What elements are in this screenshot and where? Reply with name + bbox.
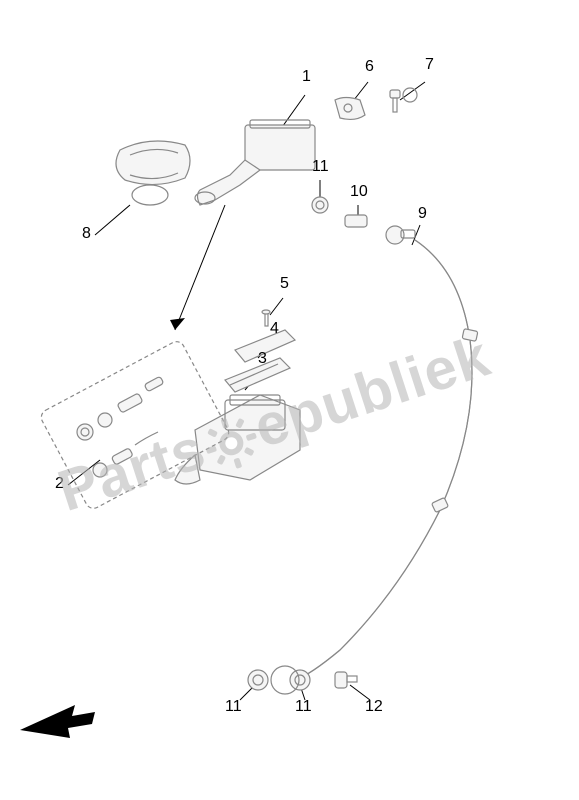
exploded-pointer — [170, 205, 225, 330]
callout-9: 9 — [418, 205, 427, 223]
callout-11-top: 11 — [312, 158, 329, 176]
lower-fittings — [248, 666, 357, 694]
callout-12: 12 — [365, 698, 383, 716]
piston-kit — [39, 339, 232, 511]
callout-11-bl: 11 — [225, 698, 242, 716]
callout-10: 10 — [350, 183, 368, 201]
parts-diagram-svg — [0, 0, 579, 800]
bracket-and-bolt — [335, 88, 417, 119]
upper-fittings — [312, 197, 415, 244]
master-cylinder-exploded — [175, 395, 300, 484]
callout-2: 2 — [55, 475, 64, 493]
diagram-container: 1 6 7 8 11 10 9 5 4 3 2 11 11 12 Parts — [0, 0, 579, 800]
callout-4: 4 — [270, 320, 279, 338]
lever-cover — [116, 141, 190, 205]
callout-7: 7 — [425, 56, 434, 74]
callout-8: 8 — [82, 225, 91, 243]
callout-1: 1 — [302, 68, 311, 86]
master-cylinder-upper — [195, 120, 315, 205]
callout-6: 6 — [365, 58, 374, 76]
callout-11-br: 11 — [295, 698, 312, 716]
callout-3: 3 — [258, 350, 267, 368]
brake-hose — [295, 240, 478, 680]
direction-arrow — [20, 705, 95, 738]
callout-5: 5 — [280, 275, 289, 293]
